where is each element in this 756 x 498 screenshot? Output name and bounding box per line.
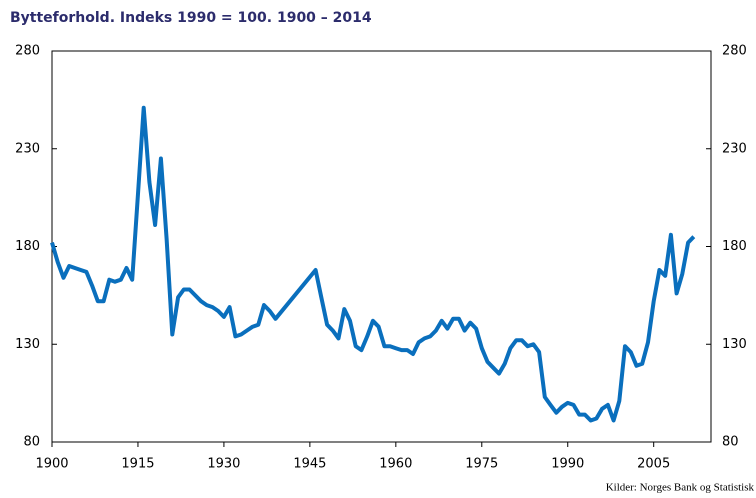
x-tick-label: 1960 [379, 457, 412, 472]
y-tick-label: 80 [23, 435, 40, 450]
y2-tick-label: 130 [722, 337, 747, 352]
y2-tick-label: 230 [722, 141, 747, 156]
y-tick-label: 180 [15, 239, 40, 254]
y-tick-label: 230 [15, 141, 40, 156]
x-tick-label: 1945 [293, 457, 326, 472]
x-tick-label: 1915 [121, 457, 154, 472]
x-tick-label: 1990 [551, 457, 584, 472]
y2-tick-label: 280 [722, 44, 747, 59]
source: Kilder: Norges Bank og Statistisk [606, 482, 755, 494]
y2-tick-label: 180 [722, 239, 747, 254]
y-tick-label: 280 [15, 44, 40, 59]
y2-tick-label: 80 [722, 435, 739, 450]
x-tick-label: 1930 [207, 457, 240, 472]
plot-frame [51, 50, 712, 443]
x-tick-label: 2005 [637, 457, 670, 472]
line-series [50, 105, 696, 423]
chart-title: Bytteforhold. Indeks 1990 = 100. 1900 – … [10, 10, 372, 26]
x-tick-label: 1900 [35, 457, 68, 472]
x-tick-label: 1975 [465, 457, 498, 472]
y-tick-label: 130 [15, 337, 40, 352]
